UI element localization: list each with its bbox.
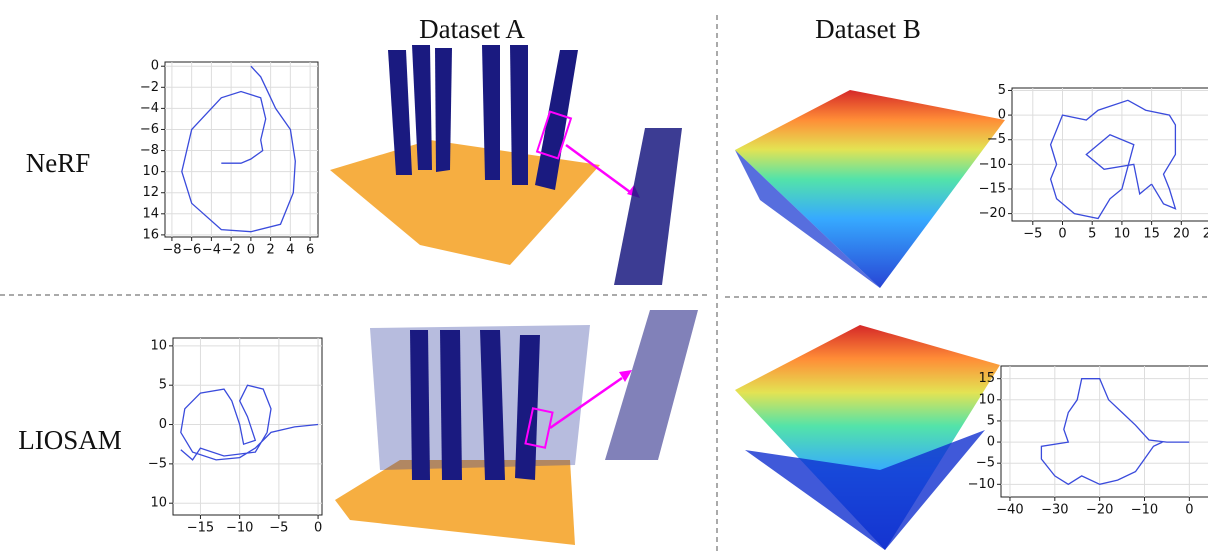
- x-tick-label: 0: [1058, 227, 1066, 242]
- plot-area: [1001, 366, 1208, 497]
- x-tick-label: 25: [1203, 227, 1208, 242]
- column-title: Dataset A: [419, 14, 525, 44]
- point-cloud: [335, 310, 698, 545]
- plot-area: [165, 62, 318, 237]
- x-tick-label: −2: [222, 243, 241, 258]
- y-tick-label: 10: [150, 496, 167, 511]
- x-tick-label: −20: [1086, 503, 1113, 518]
- x-tick-label: −15: [187, 521, 214, 536]
- y-tick-label: −5: [976, 456, 995, 471]
- y-tick-label: 10: [142, 164, 159, 179]
- x-tick-label: −8: [162, 243, 181, 258]
- x-tick-label: 0: [1185, 503, 1193, 518]
- y-tick-label: 10: [150, 338, 167, 353]
- row-title: NeRF: [26, 148, 91, 178]
- x-tick-label: −6: [182, 243, 201, 258]
- x-tick-label: −5: [269, 521, 288, 536]
- x-tick-label: −40: [996, 503, 1023, 518]
- figure: Dataset A Dataset B NeRF LIOSAM −8−6: [0, 0, 1208, 555]
- x-tick-label: 15: [1143, 227, 1160, 242]
- x-tick-label: 0: [314, 521, 322, 536]
- x-tick-label: −10: [226, 521, 253, 536]
- x-tick-label: −5: [1023, 227, 1042, 242]
- y-tick-label: 0: [151, 59, 159, 74]
- y-tick-label: 5: [987, 413, 995, 428]
- x-tick-label: −10: [1131, 503, 1158, 518]
- y-tick-label: 10: [978, 392, 995, 407]
- y-tick-label: 0: [987, 435, 995, 450]
- y-tick-label: 15: [978, 371, 995, 386]
- y-tick-label: 0: [998, 108, 1006, 123]
- x-tick-label: 5: [1088, 227, 1096, 242]
- y-tick-label: 5: [998, 83, 1006, 98]
- y-tick-label: −2: [140, 80, 159, 95]
- y-tick-label: −6: [140, 122, 159, 137]
- plot-area: [1012, 88, 1208, 221]
- row-title: LIOSAM: [18, 425, 122, 455]
- x-tick-label: 6: [306, 243, 314, 258]
- y-tick-label: 14: [142, 206, 159, 221]
- y-tick-label: −10: [979, 157, 1006, 172]
- y-tick-label: −20: [979, 206, 1006, 221]
- x-tick-label: 2: [266, 243, 274, 258]
- y-tick-label: −15: [979, 181, 1006, 196]
- y-tick-label: −8: [140, 143, 159, 158]
- y-tick-label: 5: [159, 378, 167, 393]
- point-cloud: [735, 90, 1005, 288]
- x-tick-label: 0: [247, 243, 255, 258]
- point-cloud: [330, 45, 682, 285]
- point-cloud: [735, 325, 1000, 550]
- x-tick-label: 20: [1173, 227, 1190, 242]
- y-tick-label: −4: [140, 101, 159, 116]
- x-tick-label: 4: [286, 243, 294, 258]
- x-tick-label: 10: [1114, 227, 1131, 242]
- y-tick-label: −10: [968, 477, 995, 492]
- y-tick-label: 12: [142, 185, 159, 200]
- y-tick-label: −5: [987, 132, 1006, 147]
- y-tick-label: 0: [159, 417, 167, 432]
- x-tick-label: −4: [202, 243, 221, 258]
- y-tick-label: −5: [148, 456, 167, 471]
- column-title: Dataset B: [815, 14, 921, 44]
- y-tick-label: 16: [142, 227, 159, 242]
- x-tick-label: −30: [1041, 503, 1068, 518]
